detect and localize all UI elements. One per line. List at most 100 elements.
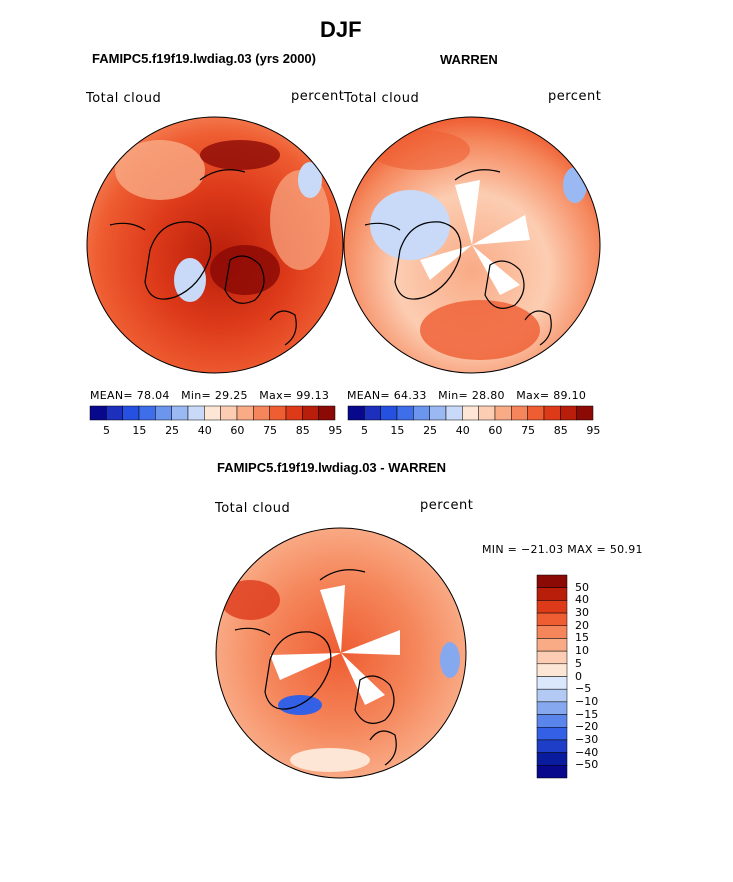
panel1-map-border [86,116,344,374]
colorbar-swatch [536,574,568,588]
colorbar-swatch [494,405,512,421]
colorbar-tick-label: 15 [132,424,147,437]
colorbar-tick-label: −40 [575,745,599,759]
colorbar-swatch [536,752,568,766]
panel1-colorbar [89,405,336,421]
colorbar-tick-label: 5 [103,424,111,437]
colorbar-tick-label: 30 [575,606,589,620]
colorbar-swatch [536,676,568,690]
panel3-map-border [215,527,467,779]
panel1-stats: MEAN= 78.04 Min= 29.25 Max= 99.13 [90,389,329,402]
panel2-max-value: 89.10 [553,389,587,402]
colorbar-swatch [527,405,545,421]
panel2-mean-label: MEAN= [347,389,390,402]
colorbar-swatch [364,405,381,421]
colorbar-swatch [347,405,365,421]
panel2-units-label: percent [548,89,602,104]
panel1-map [86,116,344,374]
colorbar-swatch [171,405,189,421]
panel2-max-label: Max= [516,389,550,402]
panel1-field-patch [174,258,206,302]
colorbar-swatch [204,405,221,421]
colorbar-tick-label: 40 [575,593,589,607]
colorbar-tick-label: −30 [575,732,599,746]
colorbar-tick-label: 85 [295,424,310,437]
panel1-variable-label: Total cloud [86,91,162,106]
colorbar-swatch [511,405,528,421]
panel1-field-patch [115,140,205,200]
colorbar-swatch [536,765,568,779]
panel3-coastline [234,569,397,766]
panel1-max-label: Max= [259,389,293,402]
colorbar-tick-label: 75 [263,424,278,437]
colorbar-tick-label: 10 [575,644,589,658]
colorbar-swatch [536,638,568,652]
panel2-missing-data [420,180,530,295]
panel3-field-patch [220,580,280,620]
colorbar-tick-label: 95 [328,424,343,437]
colorbar-swatch [285,405,303,421]
panel2-map [343,116,601,374]
figure-title: DJF [320,17,362,42]
panel1-field-patch [298,162,322,198]
colorbar-tick-label: 60 [488,424,503,437]
colorbar-swatch [576,405,594,421]
panel1-field-patch [200,140,280,170]
panel1-mean-value: 78.04 [136,389,170,402]
colorbar-swatch [89,405,107,421]
panel2-field-patch [420,300,540,360]
panel3-colorbar [536,574,568,779]
colorbar-swatch [445,405,463,421]
panel3-missing-data [270,585,400,705]
colorbar-tick-label: 85 [553,424,568,437]
colorbar-swatch [536,727,568,741]
colorbar-swatch [536,739,568,753]
colorbar-tick-label: 95 [586,424,601,437]
colorbar-swatch [413,405,430,421]
colorbar-tick-label: 5 [361,424,369,437]
colorbar-swatch [462,405,479,421]
colorbar-tick-label: 25 [165,424,180,437]
colorbar-swatch [236,405,254,421]
colorbar-tick-label: 40 [197,424,212,437]
colorbar-tick-label: −5 [575,682,592,696]
colorbar-swatch [302,405,319,421]
panel2-stats: MEAN= 64.33 Min= 28.80 Max= 89.10 [347,389,586,402]
colorbar-tick-label: 60 [230,424,245,437]
colorbar-swatch [253,405,270,421]
panel2-variable-label: Total cloud [344,91,420,106]
panel2-field-patch [370,190,450,260]
panel2-map-border [343,116,601,374]
colorbar-tick-label: 15 [390,424,405,437]
panel1-min-label: Min= [181,389,212,402]
colorbar-swatch [380,405,398,421]
colorbar-swatch [187,405,205,421]
colorbar-swatch [536,663,568,677]
colorbar-swatch [536,650,568,665]
colorbar-swatch [560,405,577,421]
panel1-mean-label: MEAN= [90,389,133,402]
colorbar-swatch [138,405,156,421]
colorbar-tick-label: 0 [575,669,582,683]
panel1-units-label: percent [291,89,345,104]
panel2-subtitle: WARREN [440,52,498,67]
colorbar-tick-label: 40 [455,424,470,437]
colorbar-swatch [536,587,568,601]
colorbar-tick-label: −15 [575,707,599,721]
colorbar-tick-label: −10 [575,694,599,708]
colorbar-swatch [536,612,568,626]
colorbar-swatch [318,405,336,421]
colorbar-swatch [429,405,447,421]
colorbar-swatch [536,701,568,715]
colorbar-swatch [269,405,287,421]
panel1-min-value: 29.25 [214,389,248,402]
colorbar-swatch [536,714,568,728]
panel1-coastline [109,169,297,346]
colorbar-swatch [536,688,568,703]
panel3-field-patch [440,642,460,678]
colorbar-swatch [220,405,238,421]
colorbar-swatch [155,405,172,421]
panel2-colorbar [347,405,594,421]
colorbar-swatch [536,600,568,614]
